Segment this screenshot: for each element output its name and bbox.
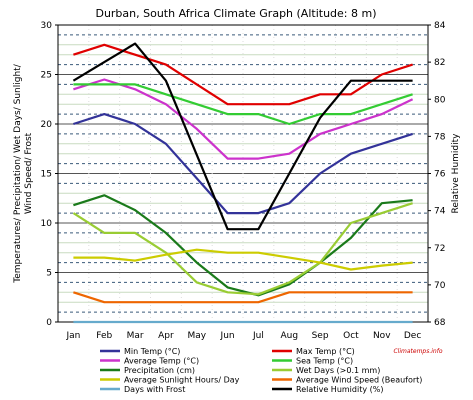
x-tick-label: Aug (280, 331, 298, 341)
y-axis-left-label-line: Wind Speed/ Frost (24, 132, 34, 214)
x-tick-label: Jan (65, 331, 80, 341)
legend-label: Average Temp (°C) (124, 357, 199, 366)
y-right-tick-label: 76 (434, 170, 446, 180)
y-right-tick-label: 78 (434, 132, 446, 142)
x-tick-label: Jul (252, 331, 264, 341)
x-tick-label: Nov (373, 331, 391, 341)
x-tick-label: Apr (158, 331, 174, 341)
axes-layer: 0 5 10 15 20 25 30 68 70 72 74 76 78 80 82 84 Jan Feb Mar A… (41, 21, 446, 341)
y-left-tick-label: 0 (46, 318, 52, 328)
x-tick-label: May (187, 331, 206, 341)
y-left-tick-label: 5 (46, 269, 52, 279)
series-line-0 (73, 113, 413, 215)
chart-title: Durban, South Africa Climate Graph (Alti… (95, 7, 376, 20)
series-line-7 (73, 291, 413, 304)
legend-label: Relative Humidity (%) (296, 385, 383, 394)
legend-label: Precipitation (cm) (124, 366, 195, 375)
x-tick-label: Mar (127, 331, 144, 341)
series-line-1 (73, 43, 413, 106)
series-line-5 (72, 202, 413, 296)
legend-label: Average Sunlight Hours/ Day (124, 376, 240, 385)
y-axis-right-label: Relative Humidity (451, 133, 461, 214)
series-line-2 (73, 78, 414, 160)
y-right-tick-label: 82 (434, 58, 445, 68)
y-axis-left-label-line: Temperatures/ Precipitation/ Wet Days/ S… (13, 63, 23, 283)
y-right-tick-label: 80 (434, 95, 446, 105)
series-line-6 (73, 248, 413, 271)
legend-label: Min Temp (°C) (124, 347, 180, 356)
y-left-tick-label: 10 (41, 219, 53, 229)
y-left-tick-label: 25 (41, 71, 52, 81)
series-line-4 (73, 194, 413, 297)
y-right-tick-label: 74 (434, 207, 446, 217)
y-right-tick-label: 68 (434, 318, 446, 328)
y-left-tick-label: 15 (41, 170, 52, 180)
x-tick-label: Dec (404, 331, 421, 341)
y-right-tick-label: 70 (434, 281, 446, 291)
y-left-tick-label: 30 (41, 21, 53, 31)
x-tick-label: Feb (96, 331, 112, 341)
series-line-3 (73, 83, 413, 126)
y-right-tick-label: 72 (434, 244, 445, 254)
legend-label: Average Wind Speed (Beaufort) (296, 376, 422, 385)
series-line-9 (72, 42, 413, 231)
x-tick-label: Jun (220, 331, 235, 341)
legend-label: Max Temp (°C) (296, 347, 355, 356)
x-tick-label: Sep (312, 331, 329, 341)
x-tick-label: Oct (343, 331, 359, 341)
series-layer (72, 42, 414, 324)
legend-label: Sea Temp (°C) (296, 357, 353, 366)
watermark: Climatemps.info (393, 348, 442, 355)
legend-label: Days with Frost (124, 385, 185, 394)
y-axis-left-label: Temperatures/ Precipitation/ Wet Days/ S… (13, 63, 34, 283)
y-right-tick-label: 84 (434, 21, 446, 31)
legend: Min Temp (°C) Max Temp (°C) Average Temp (… (100, 347, 422, 394)
legend-label: Wet Days (>0.1 mm) (296, 366, 380, 375)
y-left-tick-label: 20 (41, 120, 53, 130)
